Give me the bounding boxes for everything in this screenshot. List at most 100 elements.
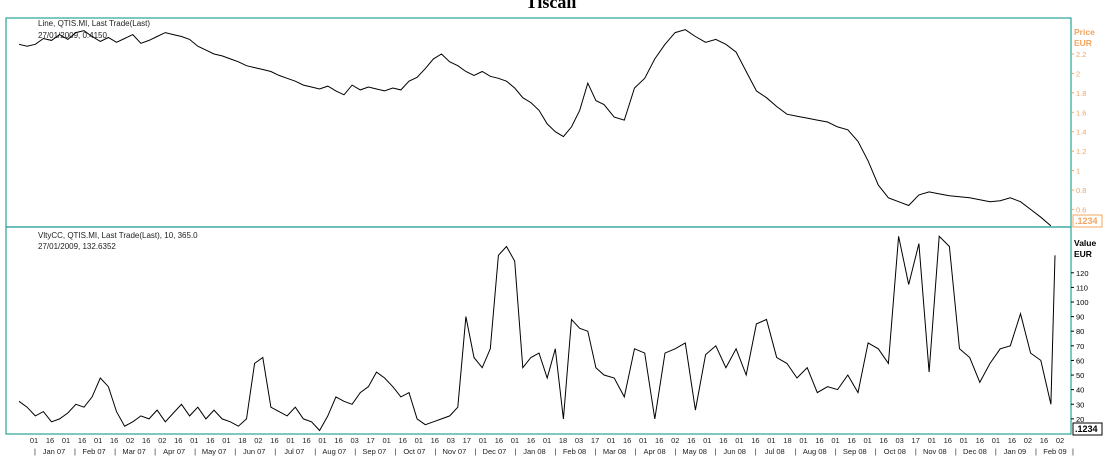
price-y-tick-label: 0.6 bbox=[1076, 205, 1086, 214]
x-day-tick-label: 01 bbox=[318, 436, 326, 445]
x-day-tick-label: 01 bbox=[511, 436, 519, 445]
x-day-tick-label: 01 bbox=[928, 436, 936, 445]
x-day-tick-label: 16 bbox=[655, 436, 663, 445]
value-y-tick-label: 70 bbox=[1076, 342, 1084, 351]
x-day-tick-label: 03 bbox=[350, 436, 358, 445]
x-month-separator: | bbox=[194, 447, 196, 456]
value-y-tick-label: 120 bbox=[1076, 269, 1089, 278]
x-day-tick-label: 16 bbox=[815, 436, 823, 445]
x-day-tick-label: 01 bbox=[479, 436, 487, 445]
x-day-tick-label: 17 bbox=[591, 436, 599, 445]
x-month-separator: | bbox=[234, 447, 236, 456]
x-day-tick-label: 01 bbox=[863, 436, 871, 445]
x-day-tick-label: 01 bbox=[735, 436, 743, 445]
x-day-tick-label: 16 bbox=[206, 436, 214, 445]
x-month-separator: | bbox=[314, 447, 316, 456]
x-month-label: May 07 bbox=[202, 447, 227, 456]
value-y-tick-label: 100 bbox=[1076, 298, 1089, 307]
x-day-tick-label: 01 bbox=[222, 436, 230, 445]
price-series-line bbox=[18, 29, 1052, 227]
x-month-label: Jun 07 bbox=[243, 447, 266, 456]
x-month-separator: | bbox=[675, 447, 677, 456]
x-day-tick-label: 16 bbox=[1040, 436, 1048, 445]
x-month-label: Jan 09 bbox=[1004, 447, 1027, 456]
x-month-label: Jul 07 bbox=[284, 447, 304, 456]
x-month-separator: | bbox=[635, 447, 637, 456]
x-day-tick-label: 16 bbox=[495, 436, 503, 445]
x-day-tick-label: 03 bbox=[896, 436, 904, 445]
x-day-tick-label: 16 bbox=[302, 436, 310, 445]
x-month-separator: | bbox=[595, 447, 597, 456]
value-panel-border bbox=[5, 226, 1072, 435]
x-day-tick-label: 17 bbox=[463, 436, 471, 445]
x-day-tick-label: 01 bbox=[30, 436, 38, 445]
x-month-separator: | bbox=[1035, 447, 1037, 456]
x-month-separator: | bbox=[715, 447, 717, 456]
x-day-tick-label: 16 bbox=[879, 436, 887, 445]
x-month-label: Dec 08 bbox=[963, 447, 987, 456]
value-y-tick-label: 30 bbox=[1076, 400, 1084, 409]
x-month-separator: | bbox=[434, 447, 436, 456]
x-day-tick-label: 16 bbox=[527, 436, 535, 445]
page-title: Tiscali bbox=[526, 0, 577, 12]
price-panel: Line, QTIS.MI, Last Trade(Last) 27/01/20… bbox=[5, 17, 1103, 228]
value-series-line bbox=[18, 235, 1056, 432]
x-month-label: Oct 07 bbox=[403, 447, 425, 456]
x-day-tick-label: 01 bbox=[62, 436, 70, 445]
x-day-tick-label: 01 bbox=[607, 436, 615, 445]
x-month-separator: | bbox=[955, 447, 957, 456]
x-month-separator: | bbox=[514, 447, 516, 456]
x-day-tick-label: 16 bbox=[751, 436, 759, 445]
value-y-tick-label: 50 bbox=[1076, 371, 1084, 380]
x-month-label: Jun 08 bbox=[723, 447, 746, 456]
value-y-axis: 20 30 40 50 60 70 80 90 100 110 120 bbox=[1071, 269, 1089, 424]
price-y-tick-label: 0.8 bbox=[1076, 186, 1086, 195]
x-month-label: Feb 09 bbox=[1043, 447, 1066, 456]
x-day-tick-label: 16 bbox=[687, 436, 695, 445]
price-y-tick-label: 2 bbox=[1076, 69, 1080, 78]
x-day-tick-label: 16 bbox=[270, 436, 278, 445]
x-day-tick-label: 01 bbox=[383, 436, 391, 445]
x-day-tick-label: 01 bbox=[94, 436, 102, 445]
price-y-tick-label: 1.4 bbox=[1076, 128, 1086, 137]
x-day-tick-label: 02 bbox=[254, 436, 262, 445]
x-month-separator: | bbox=[154, 447, 156, 456]
x-day-tick-label: 18 bbox=[238, 436, 246, 445]
value-y-tick-label: 90 bbox=[1076, 313, 1084, 322]
x-month-separator: | bbox=[555, 447, 557, 456]
x-day-tick-label: 01 bbox=[960, 436, 968, 445]
x-day-tick-label: 18 bbox=[783, 436, 791, 445]
price-series-label: Line, QTIS.MI, Last Trade(Last) bbox=[38, 19, 150, 28]
x-day-tick-label: 16 bbox=[976, 436, 984, 445]
price-y-tick-label: 1.6 bbox=[1076, 108, 1086, 117]
price-y-tick-label: 1.8 bbox=[1076, 89, 1086, 98]
x-day-tick-label: 16 bbox=[719, 436, 727, 445]
x-day-tick-label: 16 bbox=[944, 436, 952, 445]
x-month-label: Jan 07 bbox=[43, 447, 66, 456]
x-day-tick-label: 16 bbox=[847, 436, 855, 445]
x-day-tick-label: 18 bbox=[559, 436, 567, 445]
price-y-tick-label: 2.2 bbox=[1076, 50, 1086, 59]
x-month-separator: | bbox=[875, 447, 877, 456]
price-panel-border bbox=[5, 17, 1072, 228]
x-day-tick-label: 01 bbox=[799, 436, 807, 445]
x-month-label: Feb 07 bbox=[82, 447, 105, 456]
x-month-separator: | bbox=[274, 447, 276, 456]
x-month-separator: | bbox=[354, 447, 356, 456]
x-month-separator: | bbox=[755, 447, 757, 456]
x-month-separator: | bbox=[114, 447, 116, 456]
x-month-label: Aug 07 bbox=[322, 447, 346, 456]
value-y-tick-label: 20 bbox=[1076, 415, 1084, 424]
price-y-axis: 0.6 0.8 1 1.2 1.4 1.6 1.8 2 2.2 bbox=[1071, 50, 1086, 214]
x-day-tick-label: 01 bbox=[543, 436, 551, 445]
price-last-tag-box bbox=[1072, 214, 1103, 228]
x-month-label: May 08 bbox=[682, 447, 707, 456]
x-month-separator: | bbox=[915, 447, 917, 456]
value-y-tick-label: 60 bbox=[1076, 356, 1084, 365]
x-month-label: Aug 08 bbox=[803, 447, 827, 456]
x-day-tick-label: 01 bbox=[992, 436, 1000, 445]
x-month-label: Dec 07 bbox=[483, 447, 507, 456]
x-month-separator: | bbox=[995, 447, 997, 456]
x-month-label: Jul 08 bbox=[765, 447, 785, 456]
